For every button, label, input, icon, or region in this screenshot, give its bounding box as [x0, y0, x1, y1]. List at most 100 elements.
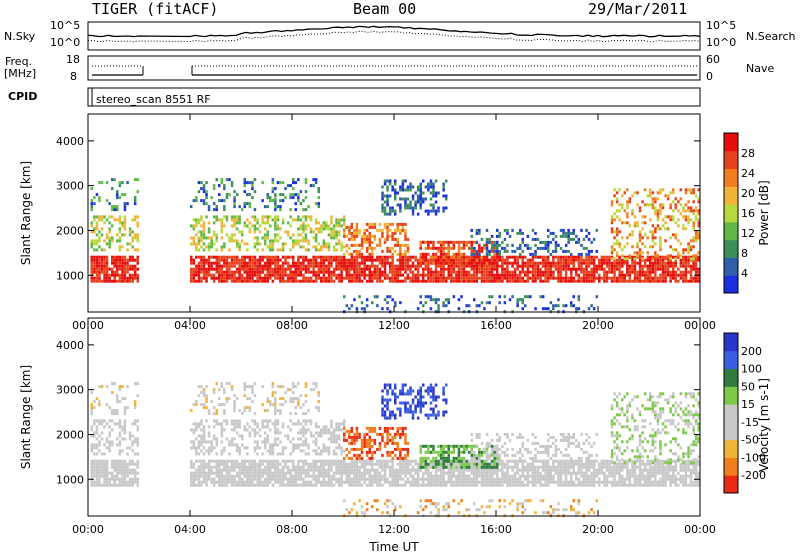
- heatmap-cell: [302, 279, 305, 283]
- heatmap-cell: [534, 231, 537, 235]
- heatmap-cell: [314, 261, 318, 265]
- heatmap-cell: [118, 196, 122, 200]
- heatmap-cell: [200, 245, 203, 249]
- heatmap-cell: [246, 224, 249, 228]
- heatmap-cell: [626, 236, 629, 240]
- heatmap-cell: [330, 215, 333, 219]
- heatmap-cell: [547, 459, 550, 463]
- heatmap-cell: [200, 465, 203, 469]
- heatmap-cell: [253, 178, 257, 182]
- heatmap-cell: [376, 258, 379, 262]
- heatmap-cell: [526, 264, 530, 268]
- heatmap-cell: [457, 240, 461, 244]
- heatmap-cell: [365, 237, 369, 241]
- heatmap-cell: [633, 191, 637, 195]
- heatmap-cell: [391, 276, 394, 280]
- heatmap-cell: [251, 483, 254, 487]
- heatmap-cell: [256, 474, 259, 478]
- heatmap-cell: [689, 206, 693, 210]
- heatmap-cell: [353, 462, 356, 466]
- heatmap-cell: [455, 255, 458, 259]
- heatmap-cell: [613, 261, 616, 265]
- heatmap-cell: [309, 230, 313, 234]
- heatmap-cell: [521, 270, 524, 274]
- heatmap-cell: [585, 255, 588, 259]
- heatmap-cell: [235, 218, 239, 222]
- heatmap-cell: [649, 459, 652, 463]
- heatmap-cell: [682, 273, 685, 277]
- heatmap-cell: [575, 307, 578, 311]
- heatmap-cell: [503, 474, 507, 478]
- heatmap-cell: [508, 270, 512, 274]
- heatmap-cell: [376, 264, 379, 268]
- heatmap-cell: [210, 239, 213, 243]
- heatmap-cell: [378, 276, 382, 280]
- heatmap-cell: [508, 477, 512, 481]
- heatmap-cell: [309, 483, 313, 487]
- heatmap-cell: [547, 249, 550, 253]
- heatmap-cell: [266, 462, 269, 466]
- heatmap-cell: [391, 231, 394, 235]
- heatmap-cell: [197, 477, 201, 481]
- heatmap-cell: [294, 242, 297, 246]
- heatmap-cell: [220, 459, 224, 463]
- heatmap-cell: [654, 227, 657, 231]
- heatmap-cell: [585, 477, 588, 481]
- heatmap-cell: [317, 190, 320, 194]
- heatmap-cell: [618, 209, 621, 213]
- heatmap-cell: [592, 261, 596, 265]
- heatmap-cell: [261, 258, 264, 262]
- heatmap-cell: [258, 273, 262, 277]
- heatmap-cell: [195, 270, 198, 274]
- heatmap-cell: [679, 258, 683, 262]
- heatmap-cell: [674, 197, 677, 201]
- heatmap-cell: [437, 206, 440, 210]
- heatmap-cell: [284, 187, 287, 191]
- heatmap-cell: [365, 477, 369, 481]
- heatmap-cell: [281, 264, 285, 268]
- heatmap-cell: [570, 474, 573, 478]
- heatmap-cell: [121, 471, 124, 475]
- heatmap-cell: [462, 279, 466, 283]
- heatmap-cell: [590, 459, 593, 463]
- heatmap-cell: [358, 228, 361, 232]
- heatmap-cell: [462, 468, 466, 472]
- heatmap-cell: [529, 295, 532, 299]
- heatmap-cell: [284, 279, 287, 283]
- heatmap-cell: [251, 181, 254, 185]
- heatmap-cell: [241, 279, 244, 283]
- heatmap-cell: [90, 242, 93, 246]
- heatmap-cell: [317, 459, 320, 463]
- heatmap-cell: [567, 483, 570, 487]
- heatmap-cell: [434, 480, 438, 484]
- heatmap-cell: [587, 279, 591, 283]
- heatmap-cell: [294, 193, 297, 197]
- heatmap-cell: [406, 459, 410, 463]
- heatmap-cell: [343, 267, 346, 271]
- heatmap-cell: [605, 483, 609, 487]
- heatmap-cell: [682, 279, 685, 283]
- heatmap-cell: [360, 255, 364, 259]
- heatmap-cell: [404, 465, 407, 469]
- heatmap-cell: [559, 255, 563, 259]
- heatmap-cell: [445, 246, 448, 250]
- heatmap-cell: [480, 474, 484, 478]
- heatmap-cell: [562, 231, 565, 235]
- heatmap-cell: [628, 471, 632, 475]
- heatmap-cell: [478, 267, 481, 271]
- heatmap-cell: [659, 471, 662, 475]
- heatmap-cell: [378, 459, 382, 463]
- heatmap-cell: [490, 295, 494, 299]
- heatmap-cell: [327, 471, 331, 475]
- heatmap-cell: [299, 474, 303, 478]
- heatmap-cell: [516, 298, 519, 302]
- heatmap-cell: [485, 276, 489, 280]
- heatmap-cell: [684, 209, 688, 213]
- heatmap-cell: [274, 193, 277, 197]
- heatmap-cell: [447, 249, 450, 253]
- heatmap-cell: [355, 252, 359, 256]
- heatmap-cell: [511, 261, 514, 265]
- heatmap-cell: [598, 462, 601, 466]
- heatmap-cell: [248, 465, 252, 469]
- heatmap-cell: [539, 480, 542, 484]
